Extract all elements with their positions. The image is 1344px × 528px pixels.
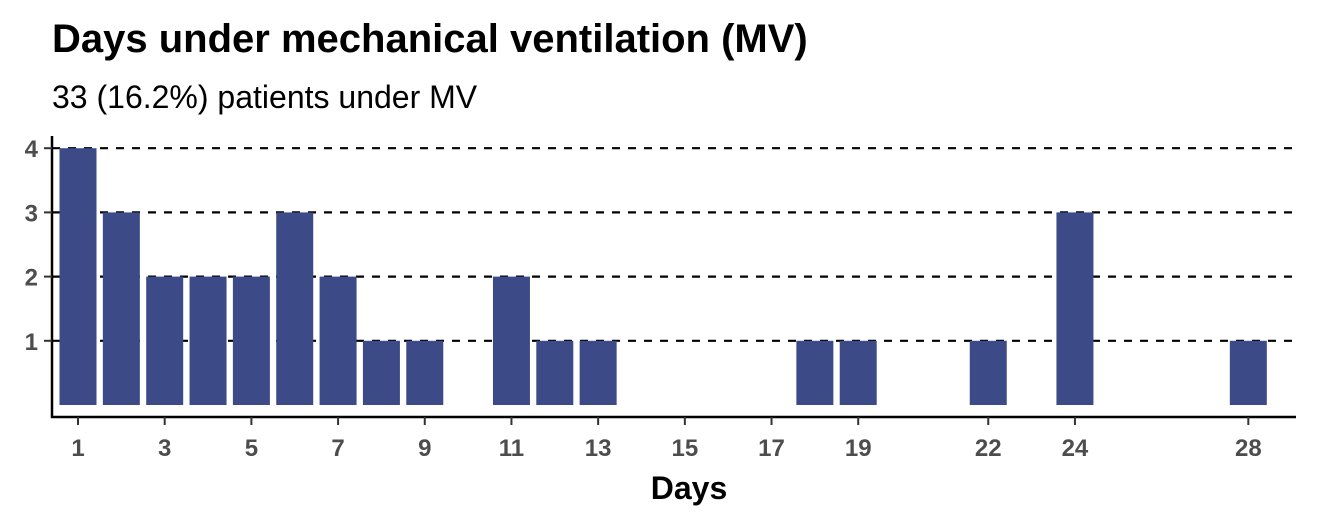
bar-day-18 [796,340,834,405]
bar-day-28 [1229,340,1267,405]
x-tick-label-19: 19 [845,435,872,462]
y-axis-ticks: 1 2 3 4 [25,136,52,356]
x-axis-title: Days [651,470,728,506]
chart-title: Days under mechanical ventilation (MV) [52,17,808,61]
y-tick-label-3: 3 [25,200,38,227]
bar-day-13 [579,340,617,405]
x-tick-label-15: 15 [671,435,698,462]
x-tick-label-7: 7 [331,435,344,462]
bar-day-8 [362,340,400,405]
x-tick-label-13: 13 [585,435,612,462]
x-tick-label-22: 22 [975,435,1002,462]
x-tick-label-28: 28 [1235,435,1262,462]
x-tick-label-24: 24 [1062,435,1089,462]
x-tick-label-3: 3 [158,435,171,462]
x-axis-ticks: 1 3 5 7 9 11 13 15 17 19 22 24 28 [71,417,1262,462]
bar-day-22 [969,340,1007,405]
y-tick-label-2: 2 [25,265,38,292]
bars [59,148,1267,405]
x-tick-label-17: 17 [758,435,785,462]
bar-day-1 [59,148,97,405]
bar-day-19 [839,340,877,405]
bar-day-11 [492,276,530,405]
bar-day-9 [406,340,444,405]
x-tick-label-1: 1 [71,435,84,462]
bar-day-5 [232,276,270,405]
bar-day-4 [189,276,227,405]
bar-day-12 [536,340,574,405]
y-tick-label-4: 4 [25,136,39,163]
chart-subtitle: 33 (16.2%) patients under MV [52,79,478,115]
bar-day-2 [102,212,140,405]
bar-day-24 [1056,212,1094,405]
y-tick-label-1: 1 [25,329,38,356]
x-tick-label-9: 9 [418,435,431,462]
x-tick-label-11: 11 [499,435,524,462]
bar-day-6 [276,212,314,405]
bar-day-7 [319,276,357,405]
x-tick-label-5: 5 [245,435,258,462]
bar-day-3 [146,276,184,405]
